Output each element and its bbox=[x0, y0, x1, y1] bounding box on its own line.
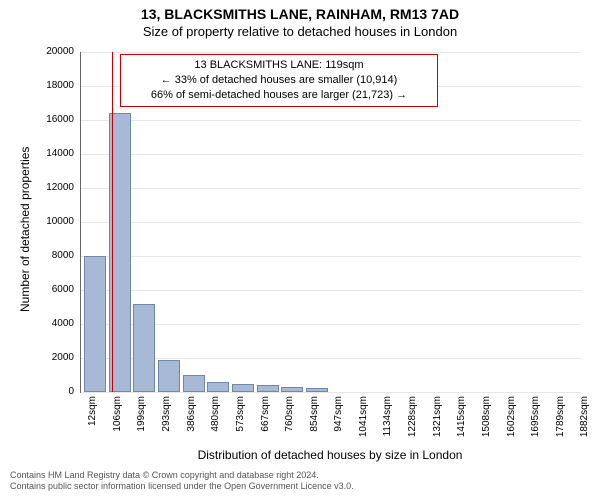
gridline bbox=[81, 120, 581, 121]
x-tick-label: 386sqm bbox=[186, 396, 197, 456]
gridline bbox=[81, 256, 581, 257]
y-tick-label: 16000 bbox=[30, 114, 74, 125]
histogram-bar bbox=[257, 385, 279, 392]
x-tick-label: 12sqm bbox=[87, 396, 98, 456]
y-tick-label: 2000 bbox=[30, 352, 74, 363]
x-tick-label: 1415sqm bbox=[456, 396, 467, 456]
footer: Contains HM Land Registry data © Crown c… bbox=[10, 470, 354, 493]
x-axis-label: Distribution of detached houses by size … bbox=[80, 448, 580, 462]
y-tick-label: 12000 bbox=[30, 182, 74, 193]
histogram-bar bbox=[306, 388, 328, 392]
gridline bbox=[81, 392, 581, 393]
chart-title-main: 13, BLACKSMITHS LANE, RAINHAM, RM13 7AD bbox=[0, 0, 600, 22]
x-tick-label: 1041sqm bbox=[358, 396, 369, 456]
annotation-line-2: ← 33% of detached houses are smaller (10… bbox=[129, 73, 429, 88]
x-tick-label: 573sqm bbox=[235, 396, 246, 456]
annotation-line-1: 13 BLACKSMITHS LANE: 119sqm bbox=[129, 58, 429, 73]
x-tick-label: 1789sqm bbox=[555, 396, 566, 456]
annotation-box: 13 BLACKSMITHS LANE: 119sqm ← 33% of det… bbox=[120, 54, 438, 107]
y-tick-label: 18000 bbox=[30, 80, 74, 91]
chart-title-sub: Size of property relative to detached ho… bbox=[0, 22, 600, 39]
histogram-bar bbox=[84, 256, 106, 392]
y-tick-label: 14000 bbox=[30, 148, 74, 159]
histogram-bar bbox=[158, 360, 180, 392]
histogram-bar bbox=[207, 382, 229, 392]
footer-line-2: Contains public sector information licen… bbox=[10, 481, 354, 492]
x-tick-label: 1602sqm bbox=[506, 396, 517, 456]
x-tick-label: 1134sqm bbox=[382, 396, 393, 456]
footer-line-1: Contains HM Land Registry data © Crown c… bbox=[10, 470, 354, 481]
gridline bbox=[81, 222, 581, 223]
x-tick-label: 1695sqm bbox=[530, 396, 541, 456]
x-tick-label: 1508sqm bbox=[481, 396, 492, 456]
histogram-bar bbox=[133, 304, 155, 392]
y-tick-label: 8000 bbox=[30, 250, 74, 261]
gridline bbox=[81, 52, 581, 53]
y-tick-label: 0 bbox=[30, 386, 74, 397]
gridline bbox=[81, 188, 581, 189]
x-tick-label: 1882sqm bbox=[579, 396, 590, 456]
x-tick-label: 947sqm bbox=[333, 396, 344, 456]
gridline bbox=[81, 358, 581, 359]
x-tick-label: 1321sqm bbox=[432, 396, 443, 456]
y-tick-label: 4000 bbox=[30, 318, 74, 329]
y-tick-label: 10000 bbox=[30, 216, 74, 227]
gridline bbox=[81, 154, 581, 155]
chart-container: { "title_main": "13, BLACKSMITHS LANE, R… bbox=[0, 0, 600, 500]
y-tick-label: 20000 bbox=[30, 46, 74, 57]
gridline bbox=[81, 324, 581, 325]
x-tick-label: 106sqm bbox=[112, 396, 123, 456]
x-tick-label: 199sqm bbox=[136, 396, 147, 456]
x-tick-label: 760sqm bbox=[284, 396, 295, 456]
histogram-bar bbox=[281, 387, 303, 392]
histogram-bar bbox=[232, 384, 254, 393]
annotation-line-3: 66% of semi-detached houses are larger (… bbox=[129, 88, 429, 103]
x-tick-label: 1228sqm bbox=[407, 396, 418, 456]
x-tick-label: 854sqm bbox=[309, 396, 320, 456]
x-tick-label: 293sqm bbox=[161, 396, 172, 456]
y-tick-label: 6000 bbox=[30, 284, 74, 295]
x-tick-label: 667sqm bbox=[260, 396, 271, 456]
x-tick-label: 480sqm bbox=[210, 396, 221, 456]
marker-line bbox=[112, 52, 113, 392]
gridline bbox=[81, 290, 581, 291]
histogram-bar bbox=[183, 375, 205, 392]
